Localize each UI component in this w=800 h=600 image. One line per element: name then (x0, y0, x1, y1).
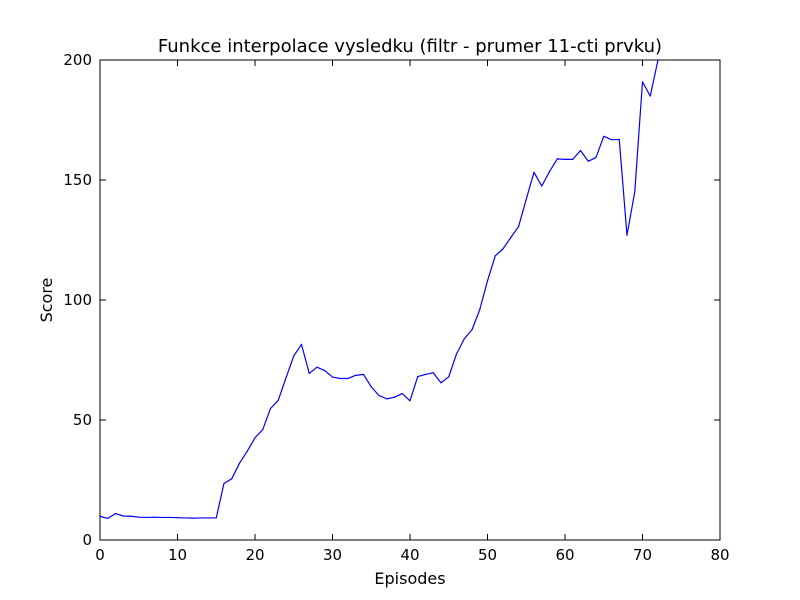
data-point (184, 517, 186, 519)
y-axis-label: Score (37, 278, 56, 323)
data-point (107, 517, 109, 520)
data-point (378, 394, 380, 397)
data-point (486, 280, 489, 282)
data-point (300, 343, 303, 345)
data-point (610, 139, 613, 141)
data-point (231, 478, 233, 480)
data-point (362, 373, 365, 375)
data-point (579, 149, 582, 152)
y-tick-label: 100 (63, 291, 92, 309)
data-point (417, 375, 419, 378)
data-point (277, 399, 279, 401)
data-point (510, 237, 512, 239)
data-point (517, 226, 520, 228)
data-point (386, 398, 388, 400)
data-point (347, 377, 349, 380)
data-point (564, 158, 566, 160)
data-point (502, 248, 504, 250)
data-point (409, 400, 411, 402)
data-point (471, 329, 473, 331)
data-point (176, 517, 179, 519)
data-point (455, 353, 458, 355)
x-axis-label: Episodes (374, 569, 445, 588)
data-point (463, 338, 465, 340)
data-point (525, 198, 527, 200)
data-point (207, 517, 210, 519)
data-point (308, 372, 310, 375)
data-point (331, 376, 334, 378)
data-point (316, 366, 318, 368)
data-point (122, 515, 124, 517)
plot-area (99, 59, 659, 520)
data-point (393, 396, 396, 398)
y-tick-label: 200 (63, 51, 92, 69)
data-point (533, 171, 535, 173)
x-tick-label: 10 (168, 546, 187, 564)
data-point (634, 191, 636, 193)
data-point (595, 156, 597, 159)
data-point (626, 234, 628, 236)
data-point (440, 382, 442, 384)
data-point (293, 355, 295, 357)
data-points (99, 59, 659, 520)
y-tick-label: 0 (82, 531, 92, 549)
data-point (448, 376, 450, 378)
data-point (339, 377, 341, 380)
data-point (641, 81, 644, 83)
data-point (254, 437, 256, 439)
x-tick-label: 50 (478, 546, 497, 564)
data-point (324, 369, 326, 372)
data-point (479, 309, 481, 311)
x-tick-label: 20 (245, 546, 264, 564)
x-tick-label: 0 (95, 546, 105, 564)
data-point (541, 185, 543, 187)
x-tick-label: 40 (400, 546, 419, 564)
data-point (262, 429, 264, 431)
data-point (556, 158, 558, 160)
x-tick-label: 70 (633, 546, 652, 564)
x-tick-label: 30 (323, 546, 342, 564)
data-point (285, 377, 287, 379)
data-point (572, 158, 574, 160)
chart-title: Funkce interpolace vysledku (filtr - pru… (158, 36, 662, 57)
data-point (494, 255, 496, 257)
data-point (145, 516, 148, 519)
data-point (200, 517, 202, 519)
data-point (603, 135, 605, 137)
data-point (587, 160, 589, 162)
data-point (370, 386, 372, 388)
data-point (114, 513, 117, 515)
data-point (269, 407, 272, 410)
data-point (169, 516, 171, 519)
data-point (548, 171, 551, 173)
x-tick-label: 60 (555, 546, 574, 564)
data-point (401, 393, 403, 395)
data-point (153, 516, 155, 518)
y-tick-label: 50 (73, 411, 92, 429)
data-point (238, 462, 241, 464)
data-point (355, 374, 357, 376)
x-tick-label: 80 (710, 546, 729, 564)
data-point (649, 95, 651, 97)
data-point (192, 517, 194, 519)
data-point (432, 372, 434, 374)
data-point (161, 516, 163, 519)
y-tick-label: 150 (63, 171, 92, 189)
axis-ticks: 0 10 20 30 40 50 60 70 80 0 50 100 150 200 (63, 51, 729, 564)
data-point (246, 450, 248, 452)
data-point (223, 482, 225, 484)
data-point (130, 515, 132, 517)
data-point (618, 138, 620, 141)
data-point (424, 373, 427, 375)
data-point (215, 517, 217, 519)
data-point (138, 516, 140, 518)
